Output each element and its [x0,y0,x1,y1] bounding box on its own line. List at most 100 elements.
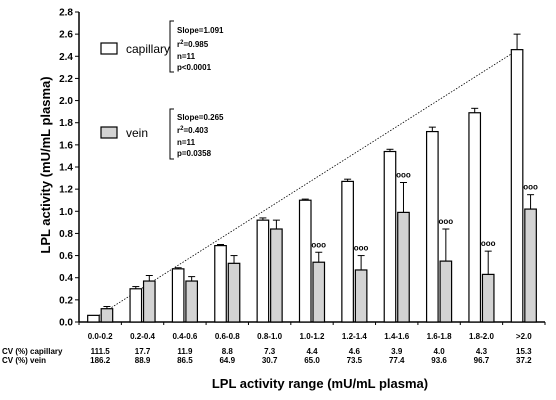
cv-row-label: CV (%) capillary [2,347,63,356]
legend-vein-r2: r2=0.403 [177,126,209,135]
cv-value: 15.3 [516,347,532,356]
cv-value: 3.9 [391,347,403,356]
y-tick-label: 0.6 [59,251,73,262]
cv-value: 4.3 [476,347,488,356]
y-tick-label: 0.4 [59,273,73,284]
y-tick-label: 2.8 [59,8,73,19]
cv-value: 186.2 [90,356,111,365]
significance-label: ooo [523,183,538,192]
legend-vein-label: vein [126,126,148,140]
y-tick-label: 1.8 [59,118,73,129]
y-tick-label: 2.4 [59,52,73,63]
significance-label: ooo [354,244,369,253]
cv-value: 7.3 [264,347,276,356]
cv-value: 17.7 [135,347,151,356]
y-tick-label: 0.2 [59,295,73,306]
capillary-bar [214,245,227,323]
legend-vein-n: n=11 [177,138,196,147]
trend-line [88,49,519,323]
bars: ooo ooo ooo ooo ooo ooo [87,33,538,323]
cv-value: 88.9 [135,356,151,365]
x-tick-label: 1.8-2.0 [469,332,494,341]
capillary-bar [383,150,397,323]
vein-bar [397,211,410,323]
cv-value: 8.8 [222,347,234,356]
legend-capillary-label: capillary [126,42,170,56]
x-tick-label: 1.0-1.2 [300,332,325,341]
cv-value: 4.4 [306,347,318,356]
x-tick-label: 1.4-1.6 [384,332,409,341]
legend-capillary-r2: r2=0.985 [177,40,209,49]
x-tick-label: 0.2-0.4 [130,332,155,341]
capillary-bar [341,180,354,323]
y-tick-label: 2.2 [59,74,73,85]
cv-value: 4.6 [349,347,361,356]
x-axis-title: LPL activity range (mU/mL plasma) [212,376,428,391]
capillary-bar [171,268,185,323]
cv-value: 73.5 [347,356,363,365]
legend-vein: vein Slope=0.265 r2=0.403 n=11 p=0.0358 [100,108,224,160]
capillary-bar [510,49,524,323]
y-tick-label: 1.6 [59,140,73,151]
cv-value: 64.9 [219,356,235,365]
capillary-bar [425,130,439,323]
legend-capillary-bracket [169,20,174,73]
vein-bar [142,280,156,323]
y-tick-label: 1.4 [59,163,73,174]
x-tick-label: 0.4-0.6 [172,332,197,341]
capillary-bar [468,112,482,323]
vein-bar [185,280,199,323]
significance-label: ooo [439,217,454,226]
legend-vein-slope: Slope=0.265 [177,113,224,122]
vein-bar [524,208,537,323]
cv-value: 111.5 [91,347,111,356]
x-tick-label: 1.6-1.8 [427,332,452,341]
cv-value: 96.7 [474,356,490,365]
legend-capillary: capillary Slope=1.091 r2=0.985 n=11 p<0.… [100,20,224,73]
tick-labels: 0.0 0.2 0.4 0.6 0.8 1.0 1.2 1.4 1.6 1.8 2.0 2.2 2.4 2… [59,8,532,342]
significance-label: ooo [481,239,496,248]
x-tick-label: 0.6-0.8 [215,332,240,341]
capillary-bar [129,288,143,323]
x-tick-label: 0.0-0.2 [88,332,113,341]
y-axis-title: LPL activity (mU/mL plasma) [38,76,53,253]
significance-label: ooo [396,171,411,180]
x-tick-label: 0.8-1.0 [257,332,282,341]
y-tick-label: 2.0 [59,96,73,107]
y-tick-label: 2.6 [59,30,73,41]
cv-value: 93.6 [431,356,447,365]
capillary-bar [256,219,270,323]
legend-vein-bracket [169,108,174,160]
cv-value: 4.0 [434,347,446,356]
y-tick-label: 0.8 [59,229,73,240]
x-tick-label: 1.2-1.4 [342,332,367,341]
cv-value: 37.2 [516,356,532,365]
legend-vein-p: p=0.0358 [177,149,212,158]
x-tick-label: >2.0 [516,332,532,341]
legend-capillary-slope: Slope=1.091 [177,26,224,35]
vein-bar [227,262,241,323]
legend-vein-swatch [100,126,118,139]
cv-value: 11.9 [177,347,193,356]
cv-value: 65.0 [304,356,320,365]
trend-line-layer [88,49,519,323]
axes [75,11,546,325]
vein-bar [100,308,114,323]
y-tick-label: 0.0 [59,318,73,329]
legend-capillary-swatch [100,42,118,55]
significance-label: ooo [311,240,326,249]
cv-row-label: CV (%) vein [2,356,46,365]
vein-bar [439,260,453,323]
cv-value: 77.4 [389,356,405,365]
capillary-bar [87,314,100,323]
legend-capillary-p: p<0.0001 [177,63,212,72]
cv-table: CV (%) capillary 111.5 17.7 11.9 8.8 7.3 4.4 4.… [2,347,532,365]
y-tick-label: 1.2 [59,185,73,196]
cv-value: 30.7 [262,356,278,365]
vein-bar [481,273,495,323]
vein-bar [270,228,283,323]
vein-bar [354,269,368,323]
vein-bar [312,261,326,323]
y-tick-label: 1.0 [59,207,73,218]
